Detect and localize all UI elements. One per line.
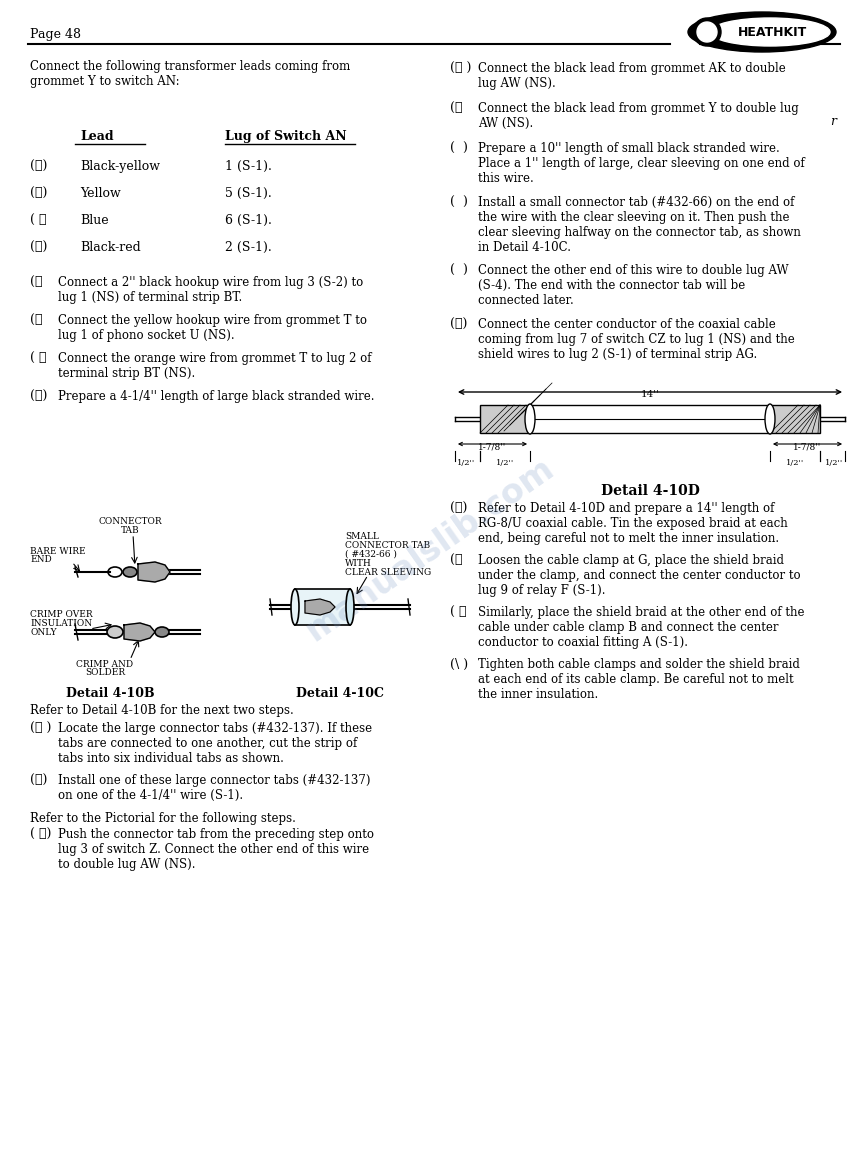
Text: Blue: Blue <box>80 214 109 228</box>
Bar <box>770 405 820 433</box>
Text: (✓: (✓ <box>450 102 463 115</box>
Text: 14'': 14'' <box>640 390 659 399</box>
Text: 6 (S-1).: 6 (S-1). <box>225 214 272 228</box>
Text: (✓): (✓) <box>30 390 47 403</box>
Text: CONNECTOR: CONNECTOR <box>98 517 162 526</box>
Text: Connect a 2'' black hookup wire from lug 3 (S-2) to
lug 1 (NS) of terminal strip: Connect a 2'' black hookup wire from lug… <box>58 276 363 304</box>
Text: SOLDER: SOLDER <box>85 668 125 677</box>
Text: Connect the other end of this wire to double lug AW
(S-4). The end with the conn: Connect the other end of this wire to do… <box>478 264 789 307</box>
Text: (\ ): (\ ) <box>450 658 468 671</box>
Text: Locate the large connector tabs (#432-137). If these
tabs are connected to one a: Locate the large connector tabs (#432-13… <box>58 722 372 765</box>
Bar <box>295 589 350 625</box>
Text: r: r <box>830 115 836 128</box>
Text: (✓): (✓) <box>30 241 47 254</box>
Text: ( ✓: ( ✓ <box>450 606 467 619</box>
Text: END: END <box>30 555 52 564</box>
Text: Refer to the Pictorial for the following steps.: Refer to the Pictorial for the following… <box>30 812 296 825</box>
Text: Connect the black lead from grommet Y to double lug
AW (NS).: Connect the black lead from grommet Y to… <box>478 102 799 130</box>
Text: Prepare a 10'' length of small black stranded wire.
Place a 1'' length of large,: Prepare a 10'' length of small black str… <box>478 142 805 185</box>
Text: INSULATION: INSULATION <box>30 619 92 628</box>
Bar <box>480 405 530 433</box>
Ellipse shape <box>710 19 830 46</box>
Text: 1 (S-1).: 1 (S-1). <box>225 160 272 173</box>
Text: Detail 4-10C: Detail 4-10C <box>296 687 384 700</box>
Text: Push the connector tab from the preceding step onto
lug 3 of switch Z. Connect t: Push the connector tab from the precedin… <box>58 828 374 871</box>
Text: Detail 4-10D: Detail 4-10D <box>601 484 699 498</box>
Text: CRIMP OVER: CRIMP OVER <box>30 610 92 619</box>
Text: (  ): ( ) <box>450 264 468 277</box>
Text: (✓): (✓) <box>450 502 468 515</box>
Text: CLEAR SLEEVING: CLEAR SLEEVING <box>345 568 432 577</box>
Text: 1/2'': 1/2'' <box>496 459 514 467</box>
Text: CONNECTOR TAB: CONNECTOR TAB <box>345 541 430 550</box>
Text: Install a small connector tab (#432-66) on the end of
the wire with the clear sl: Install a small connector tab (#432-66) … <box>478 196 801 254</box>
Text: Connect the yellow hookup wire from grommet T to
lug 1 of phono socket U (NS).: Connect the yellow hookup wire from grom… <box>58 313 367 342</box>
Text: Connect the orange wire from grommet T to lug 2 of
terminal strip BT (NS).: Connect the orange wire from grommet T t… <box>58 352 371 380</box>
Text: ( #432-66 ): ( #432-66 ) <box>345 550 397 558</box>
Text: Detail 4-10B: Detail 4-10B <box>66 687 154 700</box>
Text: 1/2'': 1/2'' <box>786 459 804 467</box>
Text: 2 (S-1).: 2 (S-1). <box>225 241 272 254</box>
Text: CRIMP AND: CRIMP AND <box>77 659 134 669</box>
Text: WITH: WITH <box>345 558 372 568</box>
Text: manualslib.com: manualslib.com <box>299 452 560 648</box>
Ellipse shape <box>765 404 775 434</box>
Ellipse shape <box>693 19 721 46</box>
Text: ( ✓: ( ✓ <box>30 214 47 228</box>
Ellipse shape <box>697 22 717 42</box>
Text: TAB: TAB <box>121 526 139 535</box>
Text: Loosen the cable clamp at G, place the shield braid
under the clamp, and connect: Loosen the cable clamp at G, place the s… <box>478 554 801 597</box>
Text: (✓: (✓ <box>450 554 463 567</box>
Text: (✓): (✓) <box>30 774 47 787</box>
Ellipse shape <box>346 589 354 625</box>
Ellipse shape <box>107 626 123 639</box>
Text: SMALL: SMALL <box>345 532 379 541</box>
Polygon shape <box>124 623 155 641</box>
Polygon shape <box>305 599 335 615</box>
Text: (  ): ( ) <box>450 196 468 209</box>
Ellipse shape <box>291 589 299 625</box>
Text: Yellow: Yellow <box>80 187 121 200</box>
Text: Lead: Lead <box>80 130 114 143</box>
Text: Similarly, place the shield braid at the other end of the
cable under cable clam: Similarly, place the shield braid at the… <box>478 606 804 649</box>
Text: Black-yellow: Black-yellow <box>80 160 160 173</box>
Text: 1-7/8'': 1-7/8'' <box>793 442 821 450</box>
Bar <box>530 405 770 433</box>
Ellipse shape <box>155 627 169 637</box>
Text: ONLY: ONLY <box>30 628 57 637</box>
Text: Refer to Detail 4-10B for the next two steps.: Refer to Detail 4-10B for the next two s… <box>30 704 293 717</box>
Text: ( ✓: ( ✓ <box>30 352 47 365</box>
Text: 1/2'': 1/2'' <box>825 459 843 467</box>
Text: Black-red: Black-red <box>80 241 141 254</box>
Text: BARE WIRE: BARE WIRE <box>30 547 85 556</box>
Text: (✓ ): (✓ ) <box>450 62 471 75</box>
Text: Connect the black lead from grommet AK to double
lug AW (NS).: Connect the black lead from grommet AK t… <box>478 62 785 91</box>
Text: 5 (S-1).: 5 (S-1). <box>225 187 272 200</box>
Text: (✓): (✓) <box>30 187 47 200</box>
Text: Connect the center conductor of the coaxial cable
coming from lug 7 of switch CZ: Connect the center conductor of the coax… <box>478 318 795 361</box>
Text: Connect the following transformer leads coming from
grommet Y to switch AN:: Connect the following transformer leads … <box>30 60 350 88</box>
Text: (✓: (✓ <box>30 276 42 289</box>
Polygon shape <box>138 562 170 582</box>
Text: 1/2'': 1/2'' <box>457 459 476 467</box>
Text: HEATHKIT: HEATHKIT <box>737 26 807 38</box>
Text: Lug of Switch AN: Lug of Switch AN <box>225 130 347 143</box>
Text: Refer to Detail 4-10D and prepare a 14'' length of
RG-8/U coaxial cable. Tin the: Refer to Detail 4-10D and prepare a 14''… <box>478 502 788 545</box>
Ellipse shape <box>123 567 137 577</box>
Text: ( ✓): ( ✓) <box>30 828 52 841</box>
Text: 1-7/8'': 1-7/8'' <box>478 442 506 450</box>
Text: (✓): (✓) <box>30 160 47 173</box>
Text: (✓ ): (✓ ) <box>30 722 52 735</box>
Text: (  ): ( ) <box>450 142 468 156</box>
Text: Install one of these large connector tabs (#432-137)
on one of the 4-1/4'' wire : Install one of these large connector tab… <box>58 774 370 802</box>
Ellipse shape <box>688 12 836 52</box>
Text: (✓: (✓ <box>30 313 42 327</box>
Text: Prepare a 4-1/4'' length of large black stranded wire.: Prepare a 4-1/4'' length of large black … <box>58 390 375 403</box>
Ellipse shape <box>525 404 535 434</box>
Text: Tighten both cable clamps and solder the shield braid
at each end of its cable c: Tighten both cable clamps and solder the… <box>478 658 800 701</box>
Text: Page 48: Page 48 <box>30 28 81 41</box>
Text: (✓): (✓) <box>450 318 468 331</box>
